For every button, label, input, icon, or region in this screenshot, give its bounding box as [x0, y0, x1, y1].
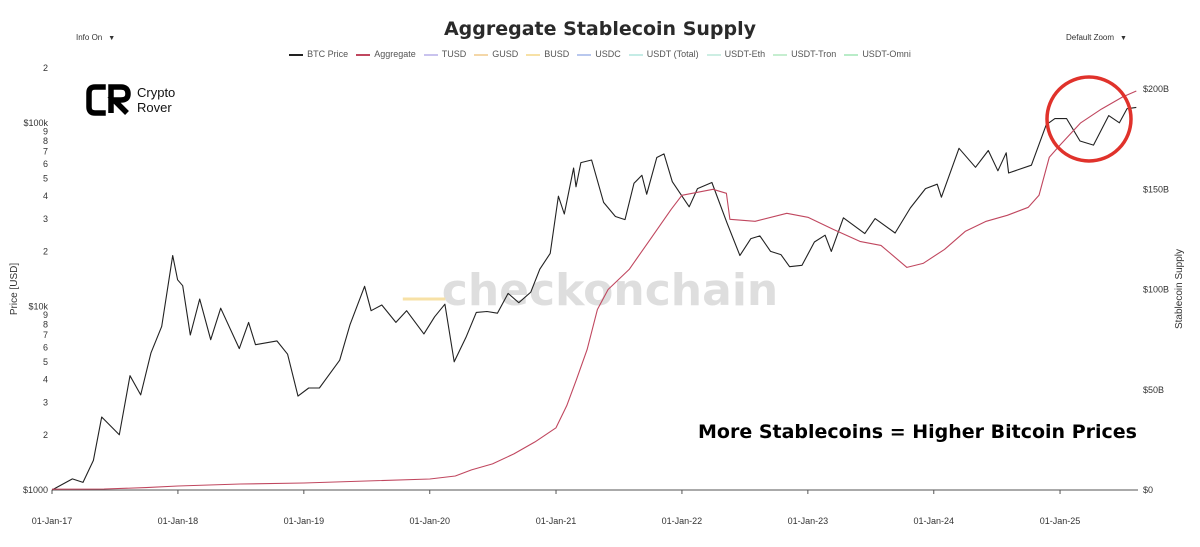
info-toggle-label: Info On	[76, 33, 103, 42]
y-left-tick-label: 4	[43, 375, 48, 385]
y-left-tick-label: 4	[43, 191, 48, 201]
y-left-tick-label: 6	[43, 159, 48, 169]
y-left-tick-label: 3	[43, 397, 48, 407]
legend-item[interactable]: USDT-Omni	[844, 49, 911, 59]
legend-label: BUSD	[544, 49, 570, 59]
y-left-tick-label: 9	[43, 310, 48, 320]
y-left-tick-label: $10k	[28, 302, 48, 312]
legend-label: USDT-Eth	[724, 49, 766, 59]
y-left-tick-label: 8	[43, 136, 48, 146]
legend-item[interactable]: USDT-Eth	[706, 49, 766, 59]
logo-line-1: Crypto	[137, 85, 176, 100]
x-tick-label: 01-Jan-17	[32, 516, 73, 526]
y-left-tick-label: $100k	[23, 118, 48, 128]
legend-label: GUSD	[492, 49, 519, 59]
y-left-tick-label: 7	[43, 147, 48, 157]
legend-swatch	[773, 53, 788, 56]
legend-item[interactable]: TUSD	[423, 49, 467, 59]
legend-item[interactable]: USDT-Tron	[773, 49, 836, 59]
y-right-tick-label: $200B	[1143, 84, 1169, 94]
chevron-down-icon: ▼	[1120, 35, 1127, 42]
chart-legend: BTC Price Aggregate TUSD GUSD BUSD USDC USDT (…	[0, 49, 1200, 59]
legend-swatch	[706, 53, 721, 56]
legend-swatch	[526, 53, 541, 56]
legend-swatch	[844, 53, 859, 56]
legend-label: USDT-Tron	[791, 49, 837, 59]
highlight-circle	[1045, 75, 1133, 163]
legend-label: Aggregate	[374, 49, 416, 59]
zoom-dropdown[interactable]: Default Zoom ▼	[1066, 33, 1127, 42]
watermark: checkonchain	[442, 265, 778, 316]
legend-item[interactable]: GUSD	[474, 49, 518, 59]
legend-swatch	[628, 53, 643, 56]
y-left-tick-label: 2	[43, 430, 48, 440]
legend-item[interactable]: USDT (Total)	[628, 49, 699, 59]
y-left-tick-label: 6	[43, 342, 48, 352]
y-right-tick-label: $100B	[1143, 285, 1169, 295]
x-tick-label: 01-Jan-18	[158, 516, 199, 526]
legend-label: USDT (Total)	[646, 49, 699, 59]
y-left-label: Price [USD]	[9, 263, 20, 315]
y-left-tick-label: 2	[43, 63, 48, 73]
legend-item[interactable]: USDC	[577, 49, 621, 59]
callout-text: More Stablecoins = Higher Bitcoin Prices	[698, 421, 1137, 443]
y-left-tick-label: 5	[43, 173, 48, 183]
x-tick-label: 01-Jan-19	[284, 516, 325, 526]
y-left-tick-label: 7	[43, 330, 48, 340]
axes: $100023456789$10k23456789$100k2$0$50B$10…	[23, 63, 1169, 526]
legend-label: BTC Price	[307, 49, 349, 59]
chart-title: Aggregate Stablecoin Supply	[443, 18, 757, 40]
y-left-tick-label: 2	[43, 246, 48, 256]
y-right-label: Stablecoin Supply	[1174, 249, 1185, 329]
legend-swatch	[577, 53, 592, 56]
y-right-tick-label: $0	[1143, 485, 1153, 495]
y-left-tick-label: $1000	[23, 485, 48, 495]
y-left-tick-label: 3	[43, 214, 48, 224]
legend-label: TUSD	[441, 49, 467, 59]
legend-item[interactable]: BUSD	[526, 49, 569, 59]
legend-item[interactable]: BTC Price	[289, 49, 348, 59]
legend-label: USDT-Omni	[862, 49, 911, 59]
series-line-aggregate	[51, 90, 1137, 490]
x-tick-label: 01-Jan-22	[662, 516, 703, 526]
x-tick-label: 01-Jan-24	[914, 516, 955, 526]
y-right-tick-label: $150B	[1143, 184, 1169, 194]
x-tick-label: 01-Jan-25	[1040, 516, 1081, 526]
legend-label: USDC	[595, 49, 621, 59]
cr-logo-icon	[86, 84, 131, 116]
zoom-label: Default Zoom	[1066, 33, 1115, 42]
legend-swatch	[474, 53, 489, 56]
x-tick-label: 01-Jan-23	[788, 516, 829, 526]
chevron-down-icon: ▼	[108, 35, 116, 42]
logo-line-2: Rover	[137, 100, 172, 115]
legend-swatch	[423, 53, 438, 56]
series-line-btc-price	[51, 106, 1137, 491]
crypto-rover-logo: Crypto Rover	[86, 83, 206, 117]
y-left-tick-label: 9	[43, 127, 48, 137]
legend-swatch	[356, 53, 371, 56]
info-toggle-dropdown[interactable]: Info On ▼	[76, 33, 115, 42]
x-tick-label: 01-Jan-20	[409, 516, 450, 526]
legend-item[interactable]: Aggregate	[356, 49, 416, 59]
y-left-tick-label: 8	[43, 319, 48, 329]
y-right-tick-label: $50B	[1143, 385, 1164, 395]
legend-swatch	[289, 53, 304, 56]
series-lines	[51, 90, 1137, 491]
y-left-tick-label: 5	[43, 357, 48, 367]
x-tick-label: 01-Jan-21	[536, 516, 577, 526]
